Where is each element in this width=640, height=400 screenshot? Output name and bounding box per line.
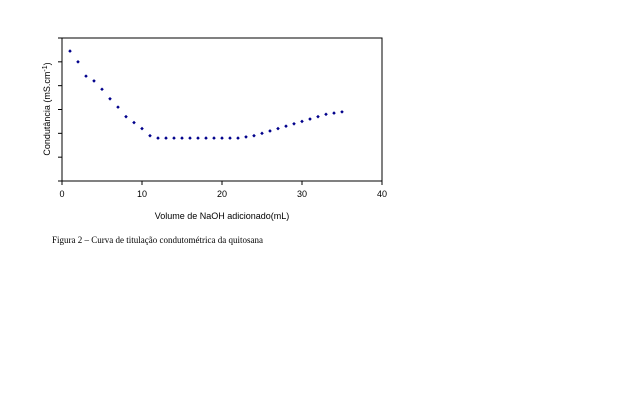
data-point bbox=[76, 60, 80, 64]
data-point bbox=[228, 136, 232, 140]
data-point bbox=[244, 135, 248, 139]
data-point bbox=[196, 136, 200, 140]
data-point bbox=[124, 114, 128, 119]
data-point bbox=[180, 136, 184, 140]
data-point bbox=[308, 117, 312, 121]
data-point bbox=[92, 79, 96, 83]
x-axis-ticks: 0 10 20 30 40 bbox=[59, 181, 387, 199]
data-point bbox=[340, 110, 344, 114]
data-point bbox=[132, 120, 136, 125]
y-axis-ticks bbox=[58, 37, 62, 182]
data-point bbox=[276, 126, 280, 131]
x-tick-label: 20 bbox=[217, 189, 227, 199]
data-point bbox=[284, 124, 288, 128]
data-point bbox=[188, 136, 192, 140]
data-point bbox=[236, 136, 240, 140]
y-axis-title: Condutância (mS.cm-1) bbox=[42, 62, 52, 155]
data-point bbox=[316, 114, 320, 119]
x-tick-label: 10 bbox=[137, 189, 147, 199]
y-axis-title-main: Condutância (mS.cm bbox=[42, 72, 52, 156]
data-point bbox=[140, 126, 144, 131]
x-tick-label: 40 bbox=[377, 189, 387, 199]
data-point bbox=[172, 136, 176, 140]
data-point bbox=[324, 112, 328, 117]
data-point bbox=[108, 96, 112, 101]
y-axis-title-superscript: -1 bbox=[42, 65, 49, 71]
data-point bbox=[116, 105, 120, 109]
plot-area-frame bbox=[61, 37, 383, 182]
data-point bbox=[260, 131, 264, 136]
data-point bbox=[204, 136, 208, 140]
data-point bbox=[252, 133, 256, 138]
data-point bbox=[156, 136, 160, 140]
figure-caption: Figura 2 – Curva de titulação condutomét… bbox=[52, 235, 263, 245]
conductometric-titration-chart: 0 10 20 30 40 Volume de NaOH adicionado(mL) … bbox=[42, 37, 387, 221]
data-points bbox=[68, 49, 344, 140]
y-axis-title-suffix: ) bbox=[42, 62, 52, 65]
data-point bbox=[164, 136, 168, 140]
data-point bbox=[100, 87, 104, 92]
data-point bbox=[84, 74, 88, 78]
data-point bbox=[292, 122, 296, 126]
x-tick-label: 30 bbox=[297, 189, 307, 199]
x-axis-title: Volume de NaOH adicionado(mL) bbox=[155, 211, 290, 221]
data-point bbox=[68, 49, 72, 53]
data-point bbox=[268, 129, 272, 133]
x-tick-label: 0 bbox=[59, 189, 64, 199]
data-point bbox=[148, 133, 152, 138]
data-point bbox=[212, 136, 216, 140]
data-point bbox=[332, 111, 336, 115]
data-point bbox=[300, 119, 304, 124]
data-point bbox=[220, 136, 224, 140]
